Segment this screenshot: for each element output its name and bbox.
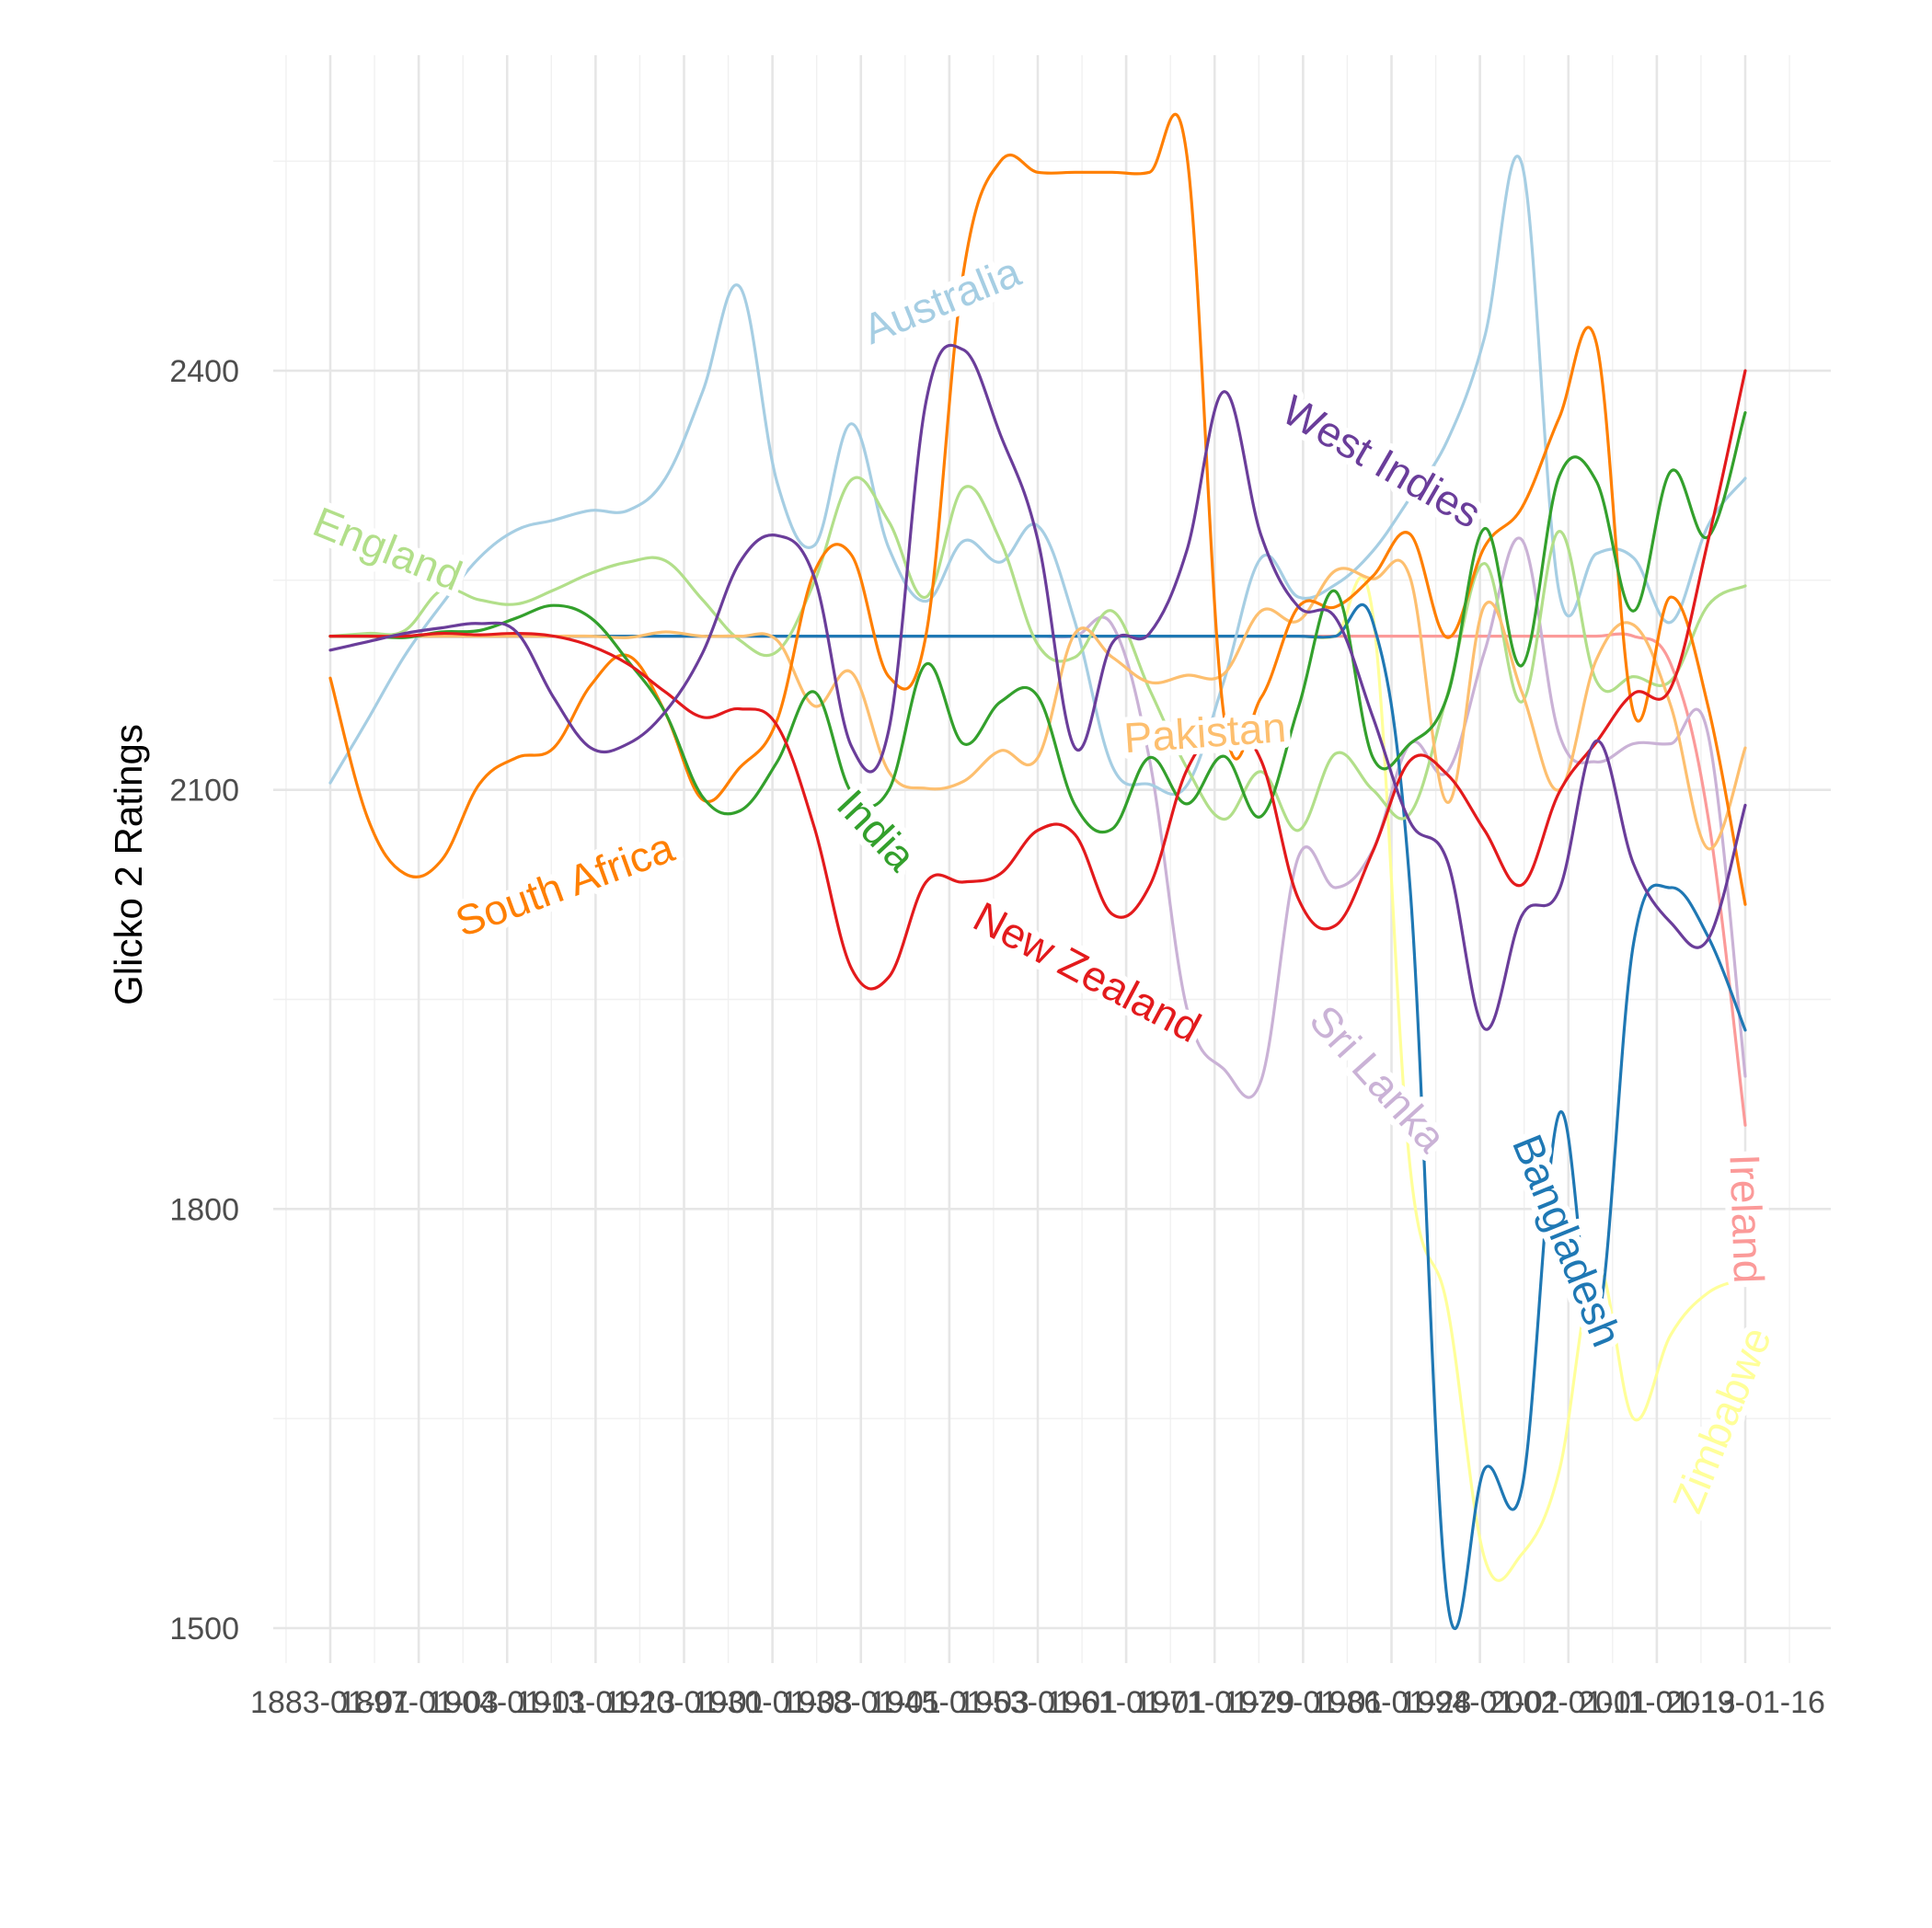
x-tick-label: 1897-01-03 — [339, 1685, 499, 1720]
x-tick-label: 1994-01-01 — [1400, 1685, 1560, 1720]
x-tick-label: 1930-01-03 — [693, 1685, 853, 1720]
series-line-australia — [328, 155, 1747, 797]
series-label-zimbabwe: Zimbabwe — [1663, 1320, 1781, 1519]
x-tick-label: 1913-01-13 — [515, 1685, 675, 1720]
series-label-pakistan: Pakistan — [1122, 703, 1288, 762]
x-tick-label: 1979-01-01 — [1223, 1685, 1383, 1720]
x-tick-label: 1986-01-28 — [1312, 1685, 1472, 1720]
y-tick-label: 1800 — [169, 1192, 239, 1227]
series-label-south-africa: South Africa — [449, 822, 680, 946]
x-tick-label: 1938-01-01 — [781, 1685, 941, 1720]
x-tick-label: 1920-01-01 — [604, 1685, 765, 1720]
series-label-sri-lanka: Sri Lanka — [1301, 996, 1456, 1162]
series-lines — [328, 112, 1747, 1631]
x-tick-label: 1953-01-01 — [958, 1685, 1118, 1720]
x-tick-label: 2019-01-16 — [1665, 1685, 1825, 1720]
y-axis-title: Glicko 2 Ratings — [107, 724, 150, 1005]
series-label-ireland: Ireland — [1720, 1153, 1773, 1284]
y-axis-ticks: 1500 1800 2100 2400 — [169, 354, 239, 1647]
series-label-australia: Australia — [857, 247, 1028, 353]
major-gridlines — [273, 55, 1831, 1663]
series-label-india: India — [828, 780, 926, 880]
series-label-west-indies: West Indies — [1274, 385, 1489, 537]
series-line-west-indies — [328, 343, 1747, 1031]
x-tick-label: 2011-01-13 — [1578, 1685, 1735, 1720]
series-line-south-africa — [328, 112, 1747, 906]
y-tick-label: 2100 — [169, 774, 239, 809]
series-line-new-zealand — [328, 369, 1747, 991]
x-tick-label: 2002-01-01 — [1489, 1685, 1649, 1720]
y-tick-label: 1500 — [169, 1612, 239, 1647]
x-axis-ticks: 1883-01-011897-01-031904-01-011913-01-13… — [250, 1685, 1825, 1720]
x-tick-label: 1971-01-29 — [1134, 1685, 1294, 1720]
x-tick-label: 1945-01-03 — [869, 1685, 1029, 1720]
series-line-india — [328, 411, 1747, 834]
x-tick-label: 1883-01-01 — [250, 1685, 410, 1720]
x-tick-label: 1961-01-01 — [1046, 1685, 1206, 1720]
x-tick-label: 1904-01-01 — [427, 1685, 587, 1720]
minor-gridlines — [273, 55, 1831, 1663]
y-tick-label: 2400 — [169, 354, 239, 389]
series-line-pakistan — [328, 558, 1747, 851]
